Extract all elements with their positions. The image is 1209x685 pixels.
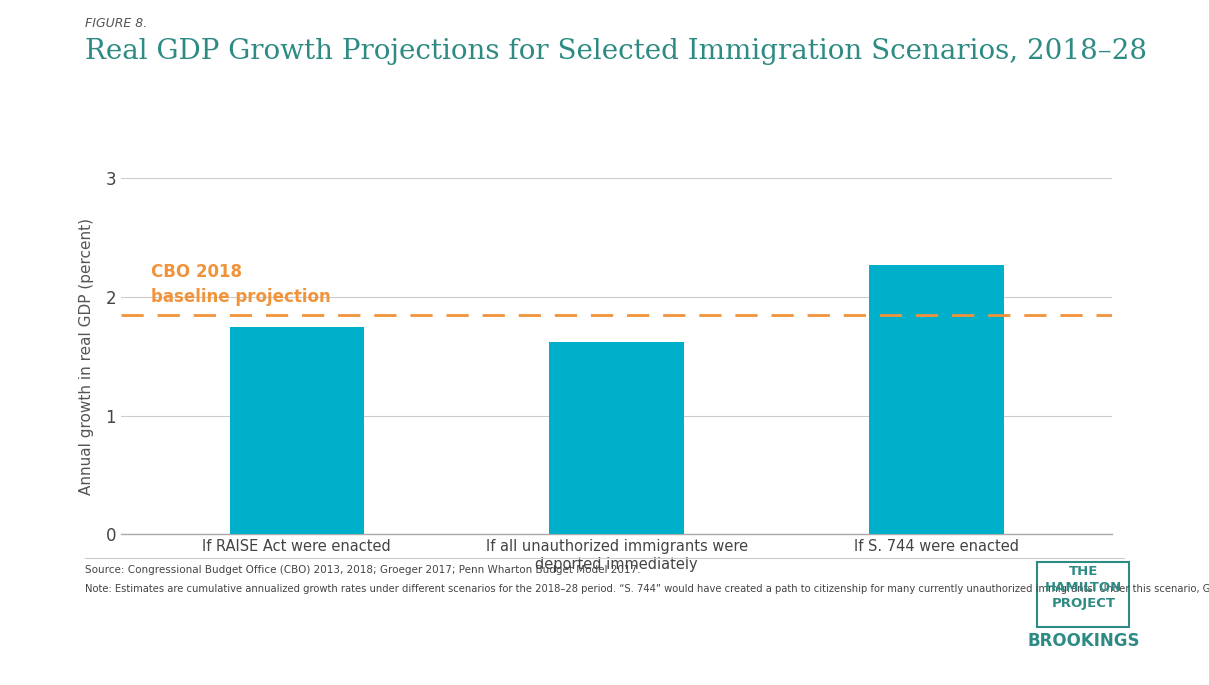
Text: BROOKINGS: BROOKINGS [1026, 632, 1140, 650]
Bar [230, 327, 364, 534]
Y-axis label: Annual growth in real GDP (percent): Annual growth in real GDP (percent) [80, 218, 94, 495]
Text: Real GDP Growth Projections for Selected Immigration Scenarios, 2018–28: Real GDP Growth Projections for Selected… [85, 38, 1146, 64]
Bar [549, 342, 684, 534]
Text: Note: Estimates are cumulative annualized growth rates under different scenarios: Note: Estimates are cumulative annualize… [85, 584, 1209, 594]
Bar [869, 265, 1003, 534]
Text: FIGURE 8.: FIGURE 8. [85, 17, 146, 30]
Text: Source: Congressional Budget Office (CBO) 2013, 2018; Groeger 2017; Penn Wharton: Source: Congressional Budget Office (CBO… [85, 565, 640, 575]
Text: THE
HAMILTON
PROJECT: THE HAMILTON PROJECT [1045, 565, 1122, 610]
Text: baseline projection: baseline projection [151, 288, 330, 306]
Text: CBO 2018: CBO 2018 [151, 264, 242, 282]
